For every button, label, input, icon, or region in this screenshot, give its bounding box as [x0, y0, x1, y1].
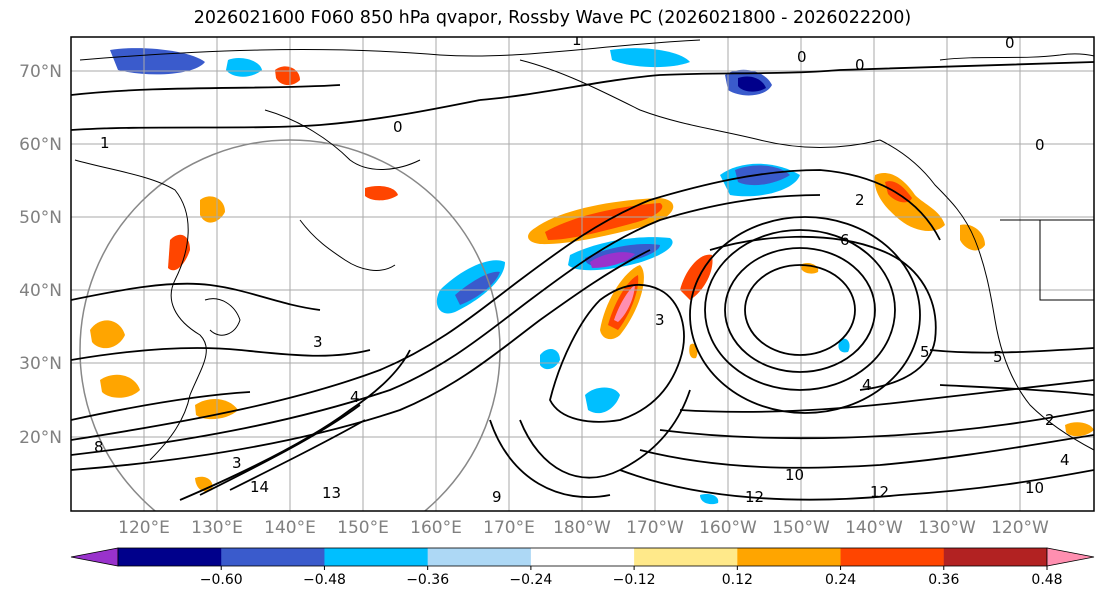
contour-label: 5 — [993, 348, 1003, 366]
negative-anomaly — [700, 493, 719, 505]
colorbar-tick-label: −0.48 — [303, 572, 346, 588]
negative-anomaly — [540, 348, 560, 370]
lon-label: 140°E — [264, 518, 316, 538]
contour-label: 12 — [745, 488, 764, 506]
colorbar-tick-label: −0.60 — [200, 572, 243, 588]
latitude-labels: 70°N 60°N 50°N 40°N 30°N 20°N — [19, 62, 62, 448]
lon-label: 170°E — [483, 518, 535, 538]
lat-label: 20°N — [19, 428, 62, 448]
negative-anomaly — [110, 48, 205, 75]
positive-anomaly — [200, 196, 225, 223]
colorbar-segment — [530, 548, 635, 566]
positive-anomaly — [545, 203, 663, 240]
colorbar: −0.60 −0.48 −0.36 −0.24 −0.12 0.12 0.24 0.36 0.4… — [70, 547, 1095, 588]
contour-label: 0 — [855, 56, 865, 74]
contour-label: 0 — [797, 48, 807, 66]
contour-label: 0 — [393, 118, 403, 136]
coastlines — [74, 39, 1094, 461]
lat-label: 70°N — [19, 62, 62, 82]
contour-label: 3 — [232, 454, 242, 472]
positive-anomaly — [168, 234, 190, 271]
lon-label: 170°W — [626, 518, 684, 538]
colorbar-extend-right — [1046, 547, 1095, 567]
lon-label: 160°W — [699, 518, 757, 538]
colorbar-tick-label: −0.12 — [613, 572, 656, 588]
contour-label: 1 — [100, 134, 110, 152]
positive-anomaly — [100, 374, 140, 398]
contour-label: 10 — [785, 466, 804, 484]
positive-anomaly — [689, 343, 698, 359]
lat-label: 30°N — [19, 354, 62, 374]
anomaly-shading — [90, 48, 1094, 505]
map-content: 1 0 0 0 0 2 6 4 5 5 3 3 2 4 10 12 12 10 … — [71, 31, 1094, 511]
colorbar-tick-label: 0.36 — [928, 572, 959, 588]
contour-label: 0 — [1005, 34, 1015, 52]
positive-anomaly — [90, 320, 125, 349]
colorbar-tick-label: −0.24 — [509, 572, 552, 588]
lat-label: 40°N — [19, 281, 62, 301]
colorbar-tick-label: 0.48 — [1031, 572, 1062, 588]
contour-label: 13 — [322, 484, 341, 502]
contour-label: 6 — [840, 231, 850, 249]
negative-anomaly — [585, 387, 620, 414]
negative-anomaly — [226, 58, 262, 77]
contour-label: 8 — [94, 438, 104, 456]
positive-anomaly — [1065, 422, 1094, 437]
negative-anomaly — [838, 338, 850, 353]
negative-anomaly — [735, 165, 790, 186]
colorbar-segment — [427, 548, 532, 566]
lon-label: 130°E — [191, 518, 243, 538]
contour-label: 2 — [1045, 411, 1055, 429]
contour-label: 3 — [313, 333, 323, 351]
contour-label: 4 — [862, 376, 872, 394]
contour-label: 4 — [350, 388, 360, 406]
lon-label: 150°E — [337, 518, 389, 538]
lat-label: 60°N — [19, 135, 62, 155]
colorbar-segment — [324, 548, 429, 566]
lon-label: 120°W — [991, 518, 1049, 538]
contour-label: 5 — [920, 343, 930, 361]
longitude-labels: 120°E 130°E 140°E 150°E 160°E 170°E 180°… — [118, 518, 1049, 538]
colorbar-segment — [221, 548, 325, 566]
positive-anomaly — [365, 186, 398, 201]
contour-label: 12 — [870, 483, 889, 501]
positive-anomaly — [960, 224, 985, 251]
colorbar-segments — [117, 547, 1048, 567]
contour-label: 2 — [855, 191, 865, 209]
colorbar-segment — [840, 548, 945, 566]
lon-label: 150°W — [772, 518, 830, 538]
colorbar-segment — [737, 548, 842, 566]
contour-label: 0 — [1035, 136, 1045, 154]
lon-label: 180°W — [553, 518, 611, 538]
colorbar-tick-label: −0.36 — [406, 572, 449, 588]
negative-anomaly — [610, 48, 690, 68]
contour-label: 3 — [655, 311, 665, 329]
positive-anomaly — [614, 285, 635, 322]
colorbar-segment — [634, 548, 738, 566]
lon-label: 140°W — [845, 518, 903, 538]
colorbar-tick-label: 0.24 — [825, 572, 856, 588]
positive-anomaly — [885, 181, 912, 203]
negative-anomaly — [590, 252, 635, 268]
lon-label: 160°E — [410, 518, 462, 538]
contour-label: 14 — [250, 478, 269, 496]
lon-label: 120°E — [118, 518, 170, 538]
colorbar-tick-label: 0.12 — [722, 572, 753, 588]
contour-label-group: 1 0 0 0 0 2 6 4 5 5 3 3 2 4 10 12 12 10 … — [94, 31, 1070, 506]
colorbar-ticks: −0.60 −0.48 −0.36 −0.24 −0.12 0.12 0.24 0.36 0.4… — [200, 566, 1063, 588]
map-title: 2026021600 F060 850 hPa qvapor, Rossby W… — [193, 8, 912, 28]
contour-lines — [71, 61, 1094, 501]
map-frame — [70, 36, 1095, 512]
contour-label: 9 — [492, 488, 502, 506]
colorbar-segment — [943, 548, 1048, 566]
colorbar-extend-left — [70, 547, 119, 567]
lat-label: 50°N — [19, 208, 62, 228]
lon-label: 130°W — [918, 518, 976, 538]
colorbar-segment — [118, 548, 222, 566]
contour-label: 1 — [572, 31, 582, 49]
negative-anomaly — [738, 76, 766, 92]
contour-label: 4 — [1060, 451, 1070, 469]
contour-label: 10 — [1025, 479, 1044, 497]
